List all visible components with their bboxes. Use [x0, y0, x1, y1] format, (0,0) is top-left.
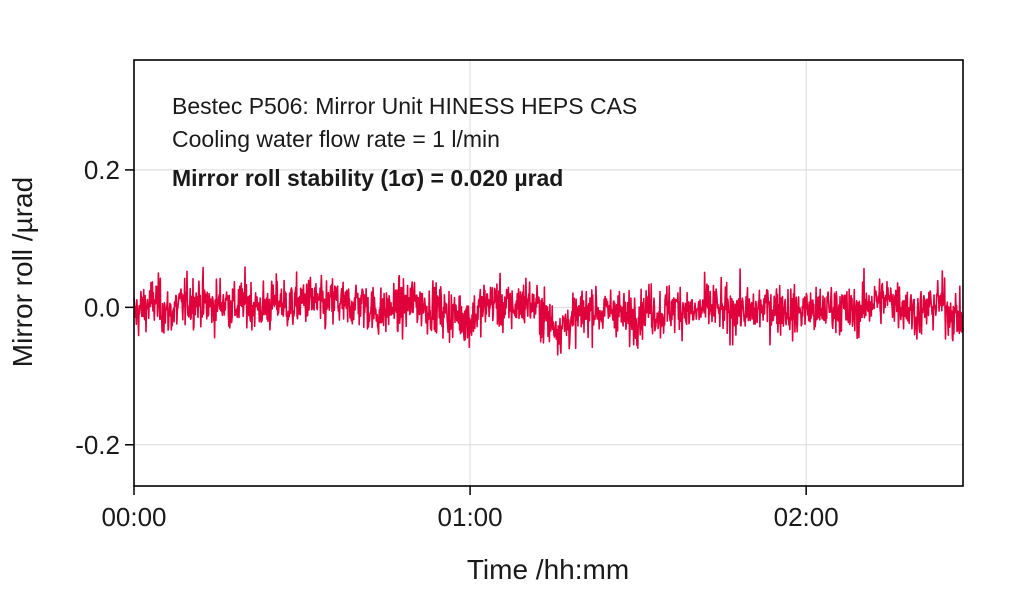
x-tick-label: 02:00: [774, 502, 839, 532]
x-tick-label: 01:00: [438, 502, 503, 532]
grid: [134, 60, 963, 486]
ticks: 0.2 0.0 -0.2 00:00 01:00 02:00: [75, 155, 839, 532]
x-tick-label: 00:00: [101, 502, 166, 532]
series-line-mirror-roll: [133, 266, 964, 356]
y-tick-label: 0.0: [84, 292, 120, 322]
annotation-line-3: Mirror roll stability (1σ) = 0.020 µrad: [172, 165, 563, 191]
annotations: Bestec P506: Mirror Unit HINESS HEPS CAS…: [172, 93, 637, 191]
y-tick-label: -0.2: [75, 430, 120, 460]
y-tick-label: 0.2: [84, 155, 120, 185]
series-layer: [133, 266, 964, 356]
x-axis-title: Time /hh:mm: [467, 554, 629, 585]
y-axis-title: Mirror roll /µrad: [7, 177, 38, 367]
plot-frame: [133, 59, 964, 487]
annotation-line-1: Bestec P506: Mirror Unit HINESS HEPS CAS: [172, 93, 637, 119]
annotation-line-2: Cooling water flow rate = 1 l/min: [172, 126, 500, 152]
